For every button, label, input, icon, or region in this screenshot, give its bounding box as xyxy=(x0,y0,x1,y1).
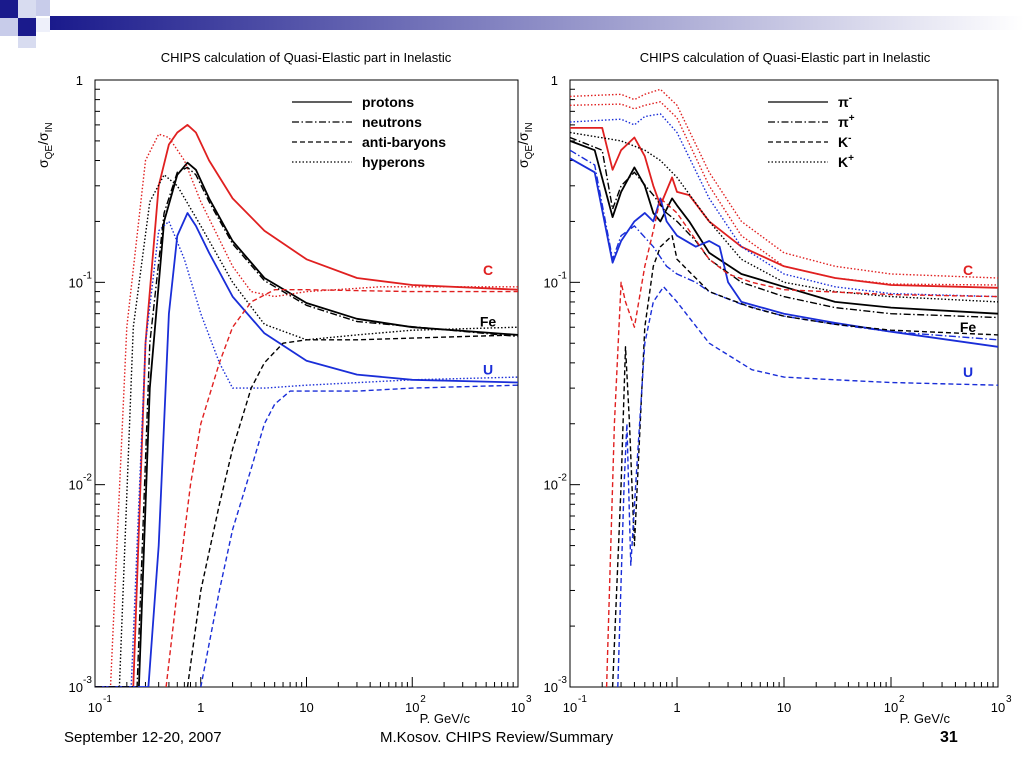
footer-date: September 12-20, 2007 xyxy=(64,729,222,746)
legend-label: K- xyxy=(838,133,851,150)
series-line-K-C xyxy=(570,101,998,286)
x-tick-exponent: -1 xyxy=(578,694,587,705)
chart-title: CHIPS calculation of Quasi-Elastic part … xyxy=(161,50,452,65)
x-tick-label: 1 xyxy=(197,700,204,715)
legend: π-π+ K- K+ xyxy=(768,93,855,170)
chart-title: CHIPS calculation of Quasi-Elastic part … xyxy=(640,50,931,65)
series-line--U xyxy=(570,157,998,348)
y-tick-label: 10 xyxy=(544,275,558,290)
x-tick-label: 10 xyxy=(777,700,791,715)
footer-page-number: 31 xyxy=(940,729,958,746)
y-tick-label: 1 xyxy=(551,73,558,88)
x-axis-title: P. GeV/c xyxy=(420,711,471,726)
nucleus-label-C: C xyxy=(483,262,493,278)
legend-label: K+ xyxy=(838,153,854,170)
legend-label: π+ xyxy=(838,113,855,130)
legend-label: anti-baryons xyxy=(362,134,446,150)
footer-author: M.Kosov. CHIPS Review/Summary xyxy=(380,729,614,746)
series-line-K-U xyxy=(617,286,998,687)
y-tick-exponent: -3 xyxy=(558,675,567,686)
x-tick-exponent: 2 xyxy=(420,694,426,705)
series-line-K-U xyxy=(570,113,998,298)
banner-square-1 xyxy=(0,0,18,18)
y-tick-exponent: -1 xyxy=(83,270,92,281)
series-line--Fe xyxy=(570,136,998,319)
y-tick-exponent: -1 xyxy=(558,270,567,281)
y-tick-exponent: -2 xyxy=(558,473,567,484)
series-line-protons-U xyxy=(95,212,518,687)
series-line-antibaryons-U xyxy=(200,384,518,687)
x-tick-exponent: 3 xyxy=(526,694,532,705)
banner-square-6 xyxy=(36,18,50,32)
x-tick-exponent: -1 xyxy=(103,694,112,705)
nucleus-label-Fe: Fe xyxy=(960,319,977,335)
series-line-antibaryons-Fe xyxy=(186,334,518,687)
series-line-hyperons-C xyxy=(95,133,518,687)
series-line-antibaryons-C xyxy=(165,289,518,687)
chart-panel-1: CHIPS calculation of Quasi-Elastic part … xyxy=(35,50,532,726)
y-tick-label: 1 xyxy=(76,73,83,88)
nucleus-label-U: U xyxy=(963,364,973,380)
banner-square-5 xyxy=(18,18,36,36)
chart-panel-2: CHIPS calculation of Quasi-Elastic part … xyxy=(515,50,1012,726)
x-tick-label: 10 xyxy=(991,700,1005,715)
banner-square-7 xyxy=(18,36,36,48)
series-line--Fe xyxy=(570,140,998,315)
banner-square-3 xyxy=(36,0,50,16)
y-tick-label: 10 xyxy=(69,478,83,493)
banner-square-4 xyxy=(0,18,18,36)
y-tick-exponent: -3 xyxy=(83,675,92,686)
x-tick-exponent: 2 xyxy=(899,694,905,705)
series-line-K-C xyxy=(570,88,998,279)
y-tick-label: 10 xyxy=(69,680,83,695)
series-line-K-Fe xyxy=(570,131,998,303)
y-tick-label: 10 xyxy=(544,478,558,493)
series-line--C xyxy=(570,127,998,289)
y-axis-title: σQE/σIN xyxy=(515,122,535,168)
series-group xyxy=(95,124,518,687)
series-line-hyperons-Fe xyxy=(95,174,518,687)
x-tick-label: 10 xyxy=(563,700,577,715)
y-tick-label: 10 xyxy=(69,275,83,290)
legend-label: neutrons xyxy=(362,114,422,130)
series-line-protons-Fe xyxy=(95,161,518,687)
x-tick-label: 10 xyxy=(88,700,102,715)
y-tick-label: 10 xyxy=(544,680,558,695)
plot-frame xyxy=(94,79,519,688)
legend: protons neutrons anti-baryons hyperons xyxy=(292,94,446,170)
x-tick-label: 10 xyxy=(405,700,419,715)
banner-square-2 xyxy=(18,0,36,18)
banner-gradient-bar xyxy=(50,16,1024,30)
x-tick-label: 1 xyxy=(673,700,680,715)
series-line-K-Fe xyxy=(611,235,998,687)
legend-label: π- xyxy=(838,93,852,110)
legend-label: protons xyxy=(362,94,414,110)
series-line--U xyxy=(570,149,998,341)
x-tick-exponent: 3 xyxy=(1006,694,1012,705)
x-tick-label: 10 xyxy=(884,700,898,715)
series-line-protons-C xyxy=(95,124,518,687)
y-tick-exponent: -2 xyxy=(83,473,92,484)
nucleus-label-Fe: Fe xyxy=(480,314,497,330)
series-group xyxy=(570,88,998,687)
series-line-K-C xyxy=(605,197,998,687)
series-line-neutrons-Fe xyxy=(95,166,518,687)
y-axis-title: σQE/σIN xyxy=(35,122,55,168)
nucleus-label-C: C xyxy=(963,262,973,278)
legend-label: hyperons xyxy=(362,154,425,170)
x-tick-label: 10 xyxy=(299,700,313,715)
x-tick-label: 10 xyxy=(511,700,525,715)
nucleus-label-U: U xyxy=(483,362,493,378)
x-axis-title: P. GeV/c xyxy=(900,711,951,726)
series-line-hyperons-U xyxy=(95,220,518,687)
slide-banner xyxy=(0,0,1024,48)
